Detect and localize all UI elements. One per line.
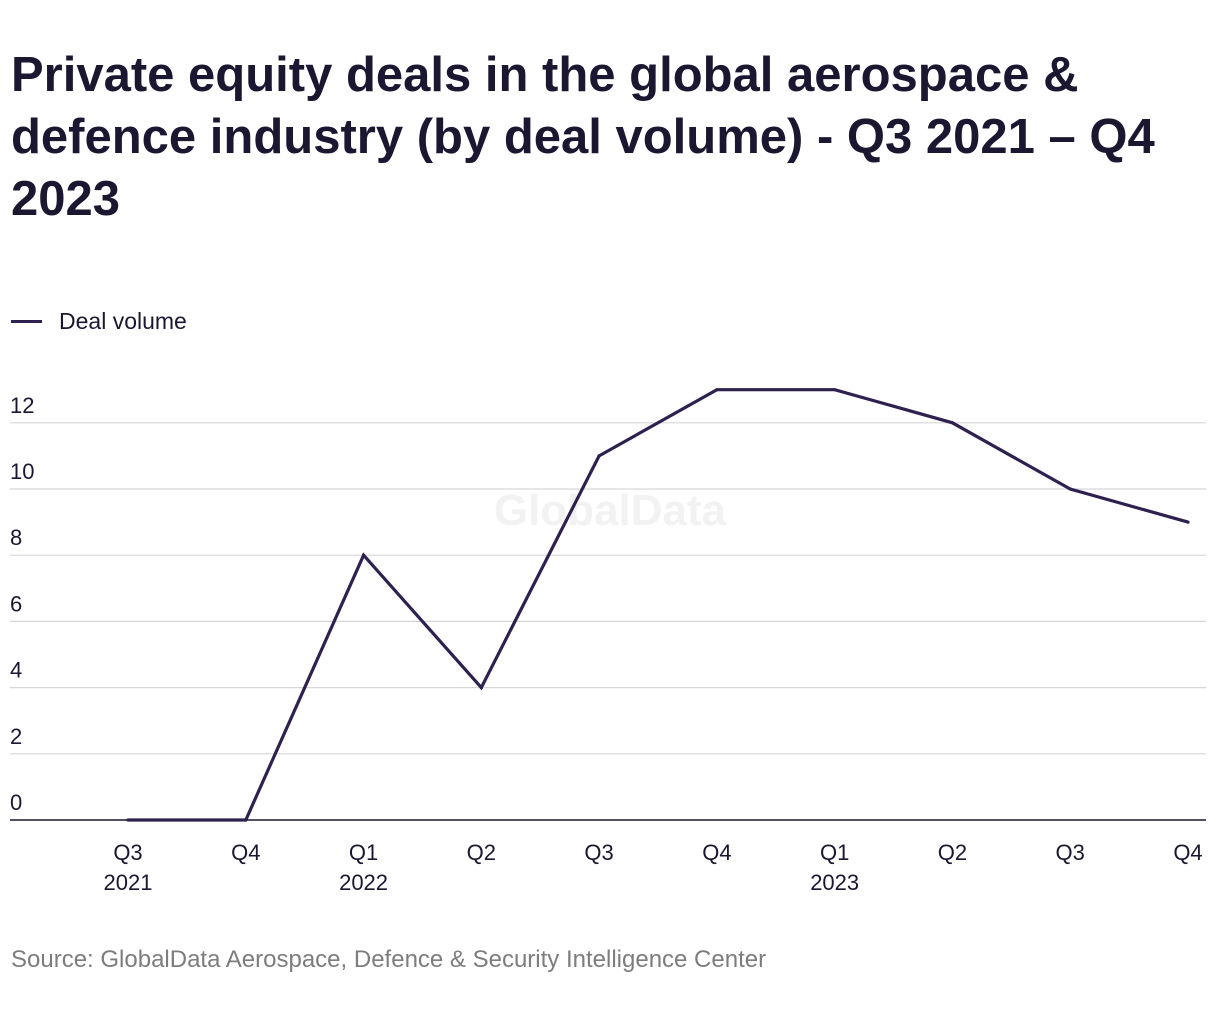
x-tick-label-9: Q4 [1173, 840, 1202, 865]
x-tick-label-0: Q3 [113, 840, 142, 865]
data-point-0-9 [1186, 520, 1190, 524]
data-point-0-5 [715, 388, 719, 392]
legend-label: Deal volume [59, 307, 187, 334]
y-tick-label-2: 2 [10, 724, 22, 749]
data-point-0-6 [833, 388, 837, 392]
y-tick-label-10: 10 [10, 459, 34, 484]
gridlines [10, 422, 1206, 755]
y-tick-label-6: 6 [10, 591, 22, 616]
y-tick-label-0: 0 [10, 790, 22, 815]
x-tick-label-6: Q1 [820, 840, 849, 865]
x-tick-label-1: Q4 [231, 840, 260, 865]
y-axis-ticks: 0 2 4 6 8 10 12 [10, 393, 34, 815]
y-tick-label-12: 12 [10, 393, 34, 418]
x-axis-ticks: Q3 2021 Q4 Q1 2022 Q2 Q3 Q4 Q1 2023 Q2 Q3 Q4 [104, 840, 1203, 895]
chart-title: Private equity deals in the global aeros… [11, 48, 1155, 226]
data-point-0-2 [361, 553, 366, 557]
watermark-text: GlobalData [494, 486, 727, 535]
x-tick-label-5: Q4 [702, 840, 731, 865]
data-point-0-7 [950, 421, 955, 425]
legend: Deal volume [11, 307, 187, 335]
x-tick-label-2: Q1 [349, 840, 378, 865]
data-point-0-3 [479, 686, 483, 690]
source-note: Source: GlobalData Aerospace, Defence & … [11, 946, 767, 973]
legend-line-swatch [11, 319, 42, 323]
y-tick-label-8: 8 [10, 525, 22, 550]
x-tick-year-2: 2022 [339, 870, 388, 895]
data-point-0-4 [597, 454, 601, 458]
x-tick-label-7: Q2 [938, 840, 967, 865]
series-line-0 [128, 388, 1189, 822]
x-tick-label-3: Q2 [467, 840, 496, 865]
data-point-0-8 [1068, 487, 1072, 491]
data-point-0-1 [244, 818, 248, 822]
x-tick-year-0: 2021 [104, 870, 153, 895]
y-tick-label-4: 4 [10, 658, 22, 683]
x-tick-label-4: Q3 [584, 840, 613, 865]
x-tick-year-6: 2023 [810, 870, 859, 895]
data-point-0-0 [126, 818, 130, 822]
x-tick-label-8: Q3 [1056, 840, 1085, 865]
series-group [126, 388, 1190, 822]
